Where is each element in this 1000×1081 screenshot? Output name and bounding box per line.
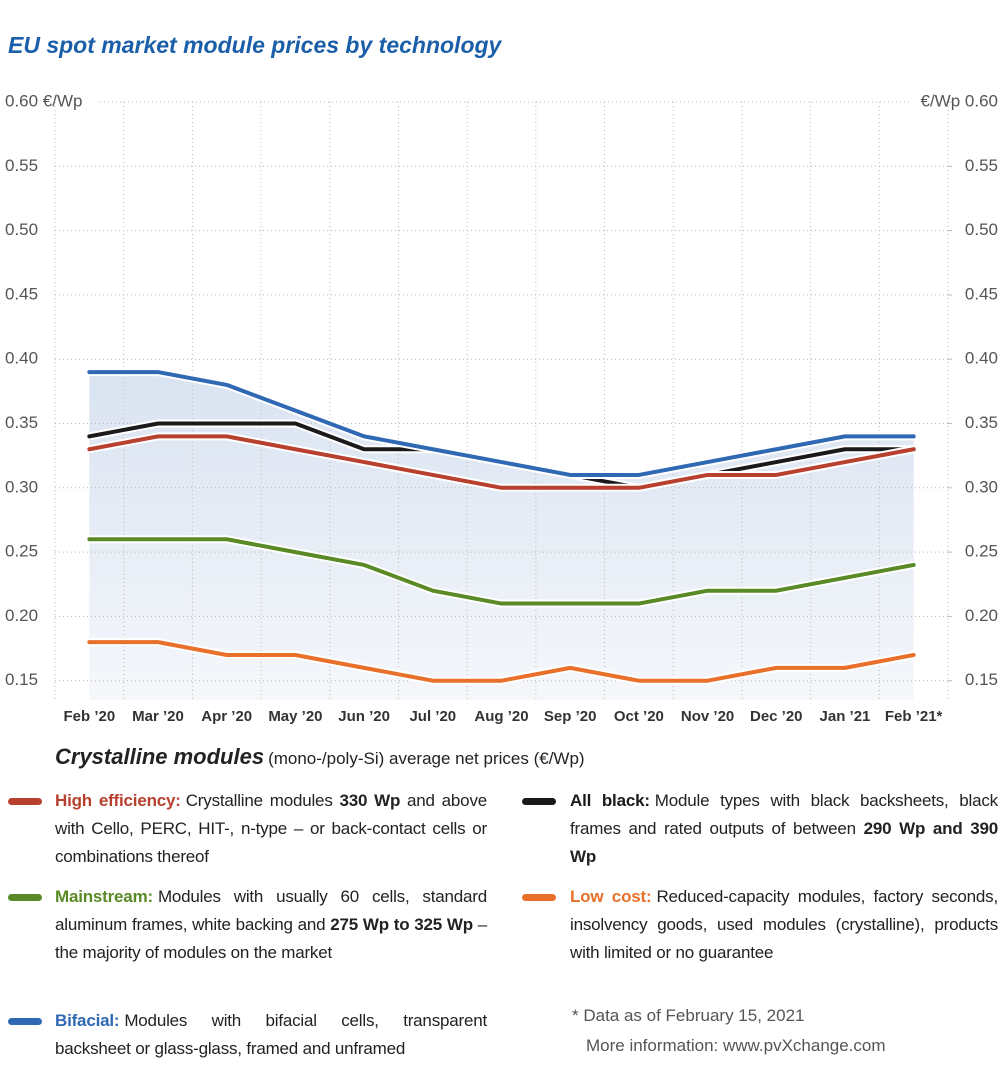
legend-swatch — [522, 798, 556, 805]
legend-description: 275 Wp to 325 Wp — [330, 915, 473, 934]
subtitle: Crystalline modules (mono-/poly-Si) avera… — [55, 744, 585, 770]
y2-tick-label: 0.25 — [965, 542, 998, 561]
y-tick-label: 0.45 — [5, 284, 38, 303]
y-tick-label: 0.40 — [5, 349, 38, 368]
legend-description: Crystalline modules — [185, 791, 340, 810]
legend-description: Modules with bifacial cells, transparent… — [55, 1011, 487, 1058]
y-tick-label: 0.25 — [5, 542, 38, 561]
y2-tick-label: 0.15 — [965, 670, 998, 689]
x-tick-label: Aug ’20 — [474, 708, 528, 725]
chart-title: EU spot market module prices by technolo… — [8, 32, 503, 58]
y-tick-label: 0.35 — [5, 413, 38, 432]
x-tick-label: May ’20 — [268, 708, 322, 725]
x-tick-label: Jan ’21 — [820, 708, 871, 725]
subtitle-note: (mono-/poly-Si) average net prices (€/Wp… — [268, 749, 585, 768]
x-tick-label: Sep ’20 — [544, 708, 597, 725]
y-tick-label: 0.20 — [5, 606, 38, 625]
y-tick-label: 0.50 — [5, 220, 38, 239]
legend-label: Low cost: — [570, 887, 652, 906]
area-fill — [89, 372, 914, 700]
legend-text: Bifacial: Modules with bifacial cells, tr… — [55, 1007, 487, 1063]
legend-description: Module types with black backsheets, blac… — [570, 791, 998, 838]
legend-text: All black: Module types with black backsh… — [570, 787, 998, 871]
legend-swatch — [8, 1018, 42, 1025]
legend-description: 330 Wp — [339, 791, 401, 810]
x-tick-label: Apr ’20 — [201, 708, 252, 725]
x-tick-label: Dec ’20 — [750, 708, 803, 725]
y2-tick-label: 0.50 — [965, 220, 998, 239]
y2-tick-label: €/Wp 0.60 — [921, 91, 999, 110]
line — [87, 370, 916, 477]
legend-swatch — [8, 798, 42, 805]
line — [87, 640, 916, 683]
legend-label: Bifacial: — [55, 1011, 120, 1030]
y-tick-label: 0.55 — [5, 156, 38, 175]
legend-description: 290 Wp and 390 Wp — [570, 819, 998, 866]
y2-tick-label: 0.35 — [965, 413, 998, 432]
legend-swatch — [522, 894, 556, 901]
footnote: More information: www.pvXchange.com — [586, 1036, 886, 1055]
legend-text: Low cost: Reduced-capacity modules, facto… — [570, 883, 998, 967]
legend-description: Reduced-capacity modules, factory second… — [570, 887, 999, 962]
y-tick-label: 0.60 €/Wp — [5, 91, 83, 110]
y2-tick-label: 0.20 — [965, 606, 998, 625]
chart: EU spot market module prices by technolo… — [5, 32, 999, 725]
legend-swatch — [8, 894, 42, 901]
x-tick-label: Jul ’20 — [409, 708, 456, 725]
x-tick-label: Mar ’20 — [132, 708, 184, 725]
x-tick-label: Jun ’20 — [338, 708, 390, 725]
legend-description: – the majority of modules on the market — [55, 915, 487, 962]
legend-description: and above with Cello, PERC, HIT-, n-type… — [55, 791, 487, 866]
y2-tick-label: 0.55 — [965, 156, 998, 175]
y-tick-label: 0.15 — [5, 670, 38, 689]
y2-tick-label: 0.40 — [965, 349, 998, 368]
x-tick-label: Feb ’20 — [64, 708, 116, 725]
x-tick-label: Nov ’20 — [681, 708, 734, 725]
y2-tick-label: 0.30 — [965, 477, 998, 496]
legend-label: All black: — [570, 791, 650, 810]
legend-text: Mainstream: Modules with usually 60 cells… — [55, 883, 487, 967]
legend-text: High efficiency: Crystalline modules 330 … — [55, 787, 487, 871]
line — [87, 434, 916, 490]
line — [87, 537, 916, 606]
subtitle-bold: Crystalline modules — [55, 744, 265, 769]
y2-tick-label: 0.45 — [965, 284, 998, 303]
legend-description: Modules with usually 60 cells, standard … — [55, 887, 487, 934]
legend-label: High efficiency: — [55, 791, 181, 810]
x-tick-label: Feb ’21* — [885, 708, 943, 725]
y-tick-label: 0.30 — [5, 477, 38, 496]
legend-label: Mainstream: — [55, 887, 153, 906]
footnote: * Data as of February 15, 2021 — [572, 1006, 805, 1025]
x-tick-label: Oct ’20 — [614, 708, 664, 725]
